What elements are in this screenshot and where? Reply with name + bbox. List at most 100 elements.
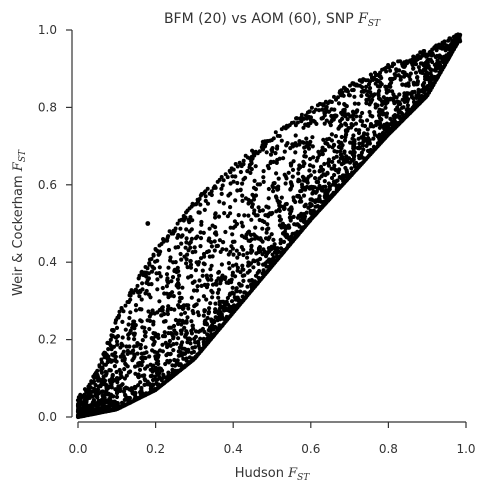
scatter-point [277, 134, 282, 138]
scatter-point [161, 319, 167, 324]
scatter-point [179, 295, 184, 301]
scatter-point [276, 207, 282, 212]
x-tick-label: 0.0 [68, 442, 87, 456]
scatter-point [270, 257, 275, 262]
scatter-point [364, 92, 370, 97]
scatter-point [379, 102, 384, 107]
scatter-point [213, 307, 218, 312]
scatter-point [266, 186, 271, 192]
scatter-point [344, 158, 350, 163]
scatter-point [367, 86, 373, 91]
scatter-point [437, 53, 442, 58]
scatter-point [76, 395, 81, 400]
scatter-point [289, 161, 294, 166]
scatter-point [155, 359, 161, 364]
scatter-point [133, 288, 138, 293]
scatter-point [155, 310, 160, 315]
scatter-point [189, 319, 194, 324]
scatter-point [321, 137, 326, 142]
scatter-point [152, 374, 158, 379]
scatter-point [231, 252, 236, 257]
scatter-point [179, 241, 184, 246]
scatter-point [198, 336, 203, 341]
scatter-point [269, 232, 274, 237]
scatter-point [213, 315, 218, 320]
scatter-point [245, 255, 250, 260]
scatter-point [307, 168, 312, 173]
scatter-point [223, 306, 228, 311]
scatter-point [329, 107, 334, 112]
scatter-point [230, 285, 235, 290]
scatter-point [137, 374, 142, 379]
scatter-point [187, 336, 192, 341]
scatter-point [78, 409, 83, 414]
scatter-point [125, 351, 130, 356]
scatter-point [169, 231, 174, 236]
y-tick-label: 0.2 [38, 333, 57, 347]
scatter-point [165, 235, 170, 240]
scatter-point [200, 268, 205, 273]
scatter-point [111, 353, 117, 358]
scatter-point [366, 97, 371, 102]
scatter-point [321, 172, 326, 177]
scatter-point [309, 203, 314, 208]
scatter-point [373, 81, 378, 86]
y-axis-label: Weir & Cockerham FST [11, 149, 28, 296]
scatter-point [333, 114, 338, 119]
scatter-point [103, 351, 108, 356]
scatter-point [295, 120, 300, 125]
scatter-point [181, 303, 186, 308]
scatter-point [297, 139, 302, 144]
scatter-point [307, 109, 312, 114]
scatter-point [209, 244, 214, 249]
scatter-point [206, 311, 211, 316]
scatter-point [253, 187, 258, 192]
scatter-point [173, 330, 179, 336]
scatter-point [301, 193, 307, 198]
scatter-point [242, 273, 247, 278]
scatter-point [213, 230, 218, 235]
scatter-point [248, 261, 254, 266]
scatter-point [117, 367, 122, 373]
scatter-point [234, 262, 239, 267]
scatter-point [352, 94, 357, 99]
scatter-point [389, 80, 394, 85]
scatter-point [175, 318, 180, 324]
scatter-point [340, 143, 345, 148]
scatter-point [141, 273, 146, 278]
scatter-point [184, 236, 189, 241]
scatter-point [371, 136, 376, 141]
scatter-point [219, 186, 224, 191]
scatter-point [217, 199, 222, 204]
scatter-point [278, 217, 283, 222]
scatter-point [294, 116, 299, 121]
y-tick-label: 0.0 [38, 410, 57, 424]
scatter-point [249, 217, 254, 222]
scatter-point [124, 395, 129, 400]
scatter-point [393, 107, 398, 112]
scatter-point [100, 396, 105, 402]
scatter-point [336, 139, 341, 144]
scatter-point [233, 198, 238, 203]
scatter-point [343, 165, 348, 171]
scatter-point [216, 287, 221, 292]
scatter-point [344, 154, 349, 159]
scatter-point [167, 338, 172, 344]
scatter-point [338, 119, 343, 124]
scatter-point [266, 258, 271, 263]
scatter-point [249, 237, 254, 242]
scatter-point [313, 176, 318, 181]
scatter-point [342, 138, 348, 143]
scatter-point [356, 136, 361, 141]
scatter-point [176, 269, 181, 274]
scatter-point [368, 79, 372, 84]
scatter-point [127, 395, 132, 401]
scatter-point [191, 288, 197, 293]
scatter-point [195, 339, 201, 344]
scatter-point [301, 125, 306, 130]
scatter-point [179, 257, 184, 262]
scatter-point [332, 163, 337, 168]
scatter-point [299, 112, 304, 117]
scatter-point [397, 108, 402, 113]
scatter-point [238, 169, 243, 175]
